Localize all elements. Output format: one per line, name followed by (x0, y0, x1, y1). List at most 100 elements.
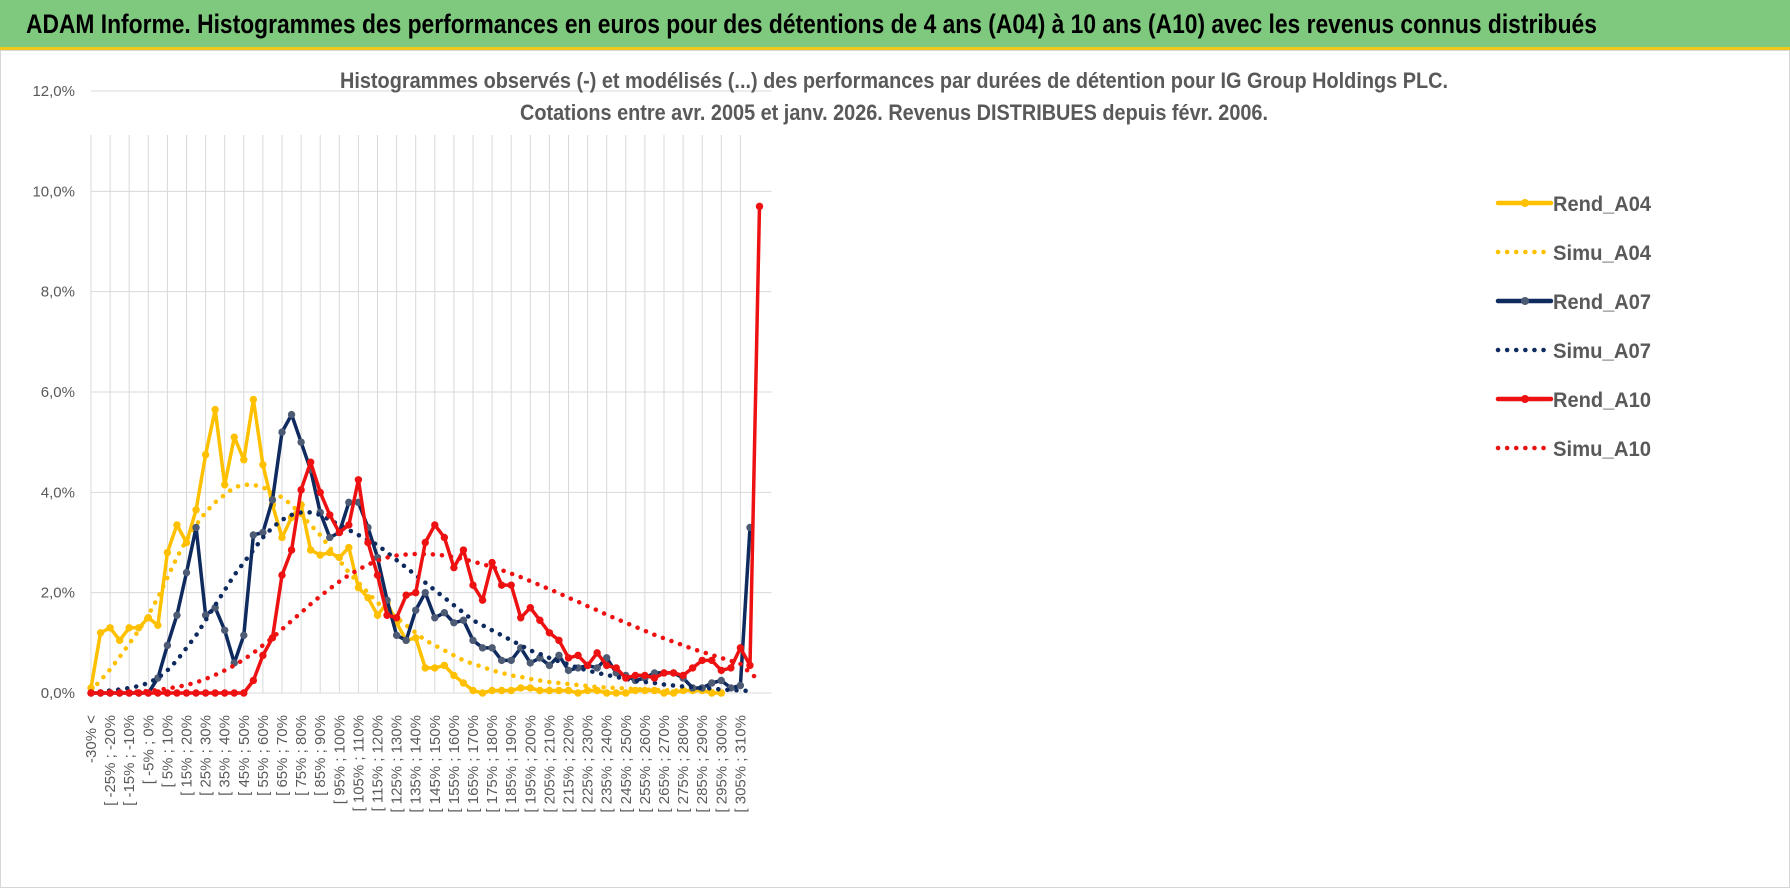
data-point (736, 644, 745, 652)
data-point (497, 581, 506, 589)
x-tick-label: [ 75% ; 80% (293, 715, 310, 796)
data-point (660, 669, 668, 677)
data-point (708, 656, 716, 665)
data-point (459, 546, 468, 554)
x-tick-label: [ 165% ; 170% (465, 715, 482, 813)
data-point (507, 656, 515, 665)
data-point (192, 523, 200, 532)
data-point (698, 656, 706, 665)
data-point (431, 664, 439, 672)
x-tick-label: [ 85% ; 90% (312, 715, 329, 796)
data-point (478, 689, 487, 697)
x-tick-label: -30% < (83, 715, 100, 763)
data-point (526, 604, 534, 612)
legend-marker (1521, 297, 1529, 305)
series-layer (87, 202, 764, 697)
data-point (173, 521, 181, 529)
data-point (354, 476, 363, 484)
data-point (249, 395, 258, 404)
data-point (564, 666, 573, 675)
data-point (536, 686, 544, 695)
data-point (431, 521, 439, 529)
data-point (469, 581, 477, 589)
data-point (240, 689, 248, 697)
y-tick-label: 12,0% (32, 83, 75, 100)
legend-item-Simu_A04: Simu_A04 (1495, 242, 1651, 265)
x-tick-label: [ 95% ; 100% (331, 715, 348, 804)
x-tick-label: [ 265% ; 270% (656, 715, 673, 813)
data-point (631, 686, 640, 695)
report-banner: ADAM Informe. Histogrammes des performan… (0, 0, 1790, 50)
x-tick-label: [ 245% ; 250% (618, 715, 635, 813)
x-tick-label: [ 285% ; 290% (694, 715, 711, 813)
data-point (526, 659, 534, 667)
chart-frame: Histogrammes observés (-) et modélisés (… (0, 50, 1790, 888)
data-point (297, 438, 305, 446)
data-point (173, 611, 181, 619)
data-point (335, 528, 343, 537)
data-point (545, 686, 554, 695)
legend-item-Simu_A10: Simu_A10 (1495, 438, 1651, 461)
data-point (641, 686, 649, 695)
y-tick-label: 2,0% (41, 585, 75, 602)
data-point (345, 543, 353, 552)
y-tick-label: 6,0% (41, 384, 75, 401)
data-point (517, 614, 525, 622)
data-point (316, 488, 324, 497)
data-point (278, 428, 286, 436)
data-point (583, 661, 592, 670)
performance-histogram-chart: Histogrammes observés (-) et modélisés (… (32, 68, 1651, 813)
data-point (736, 681, 745, 690)
data-point (154, 621, 162, 629)
data-point (192, 506, 200, 514)
data-point (345, 521, 353, 529)
legend-item-Rend_A04: Rend_A04 (1495, 193, 1651, 216)
legend-label: Rend_A07 (1553, 291, 1651, 314)
series-line-Simu_A07 (88, 510, 753, 695)
data-point (115, 636, 124, 645)
x-tick-label: [ -15% ; -10% (121, 715, 138, 806)
legend-marker (1521, 199, 1529, 207)
data-point (364, 593, 372, 602)
x-tick-label: [ 275% ; 280% (675, 715, 692, 813)
data-point (440, 533, 449, 542)
data-point (306, 458, 315, 466)
data-point (230, 689, 238, 697)
legend-item-Simu_A07: Simu_A07 (1495, 340, 1651, 363)
x-tick-label: [ -5% ; 0% (140, 715, 157, 784)
data-point (669, 669, 678, 677)
legend-label: Simu_A04 (1553, 242, 1651, 265)
y-axis: 0,0% 2,0% 4,0% 6,0% 8,0% 10,0% 12,0% (32, 83, 75, 702)
x-tick-label: [ 225% ; 230% (580, 715, 597, 813)
data-point (450, 563, 458, 572)
data-point (488, 686, 496, 695)
data-point (412, 634, 420, 642)
x-tick-label: [ 185% ; 190% (503, 715, 520, 813)
data-point (259, 651, 267, 660)
data-point (440, 661, 449, 670)
data-point (593, 649, 601, 657)
data-point (679, 671, 687, 680)
data-point (497, 656, 506, 665)
x-axis: -30% <[ -25% ; -20%[ -15% ; -10%[ -5% ; … (83, 715, 749, 813)
x-tick-label: [ 255% ; 260% (637, 715, 654, 813)
data-point (421, 664, 429, 672)
data-point (201, 451, 210, 459)
data-point (450, 671, 458, 680)
data-point (201, 689, 210, 697)
data-point (230, 433, 238, 441)
data-point (526, 684, 534, 692)
data-point (746, 661, 754, 670)
legend-label: Simu_A10 (1553, 438, 1651, 461)
data-point (612, 664, 620, 672)
x-tick-label: [ -25% ; -20% (102, 715, 119, 806)
data-point (163, 689, 172, 697)
data-point (412, 606, 420, 614)
data-point (106, 624, 114, 632)
data-point (555, 651, 563, 660)
data-point (163, 641, 172, 650)
report-title: ADAM Informe. Histogrammes des performan… (26, 9, 1597, 39)
data-point (603, 689, 611, 697)
data-point (507, 581, 515, 589)
y-tick-label: 0,0% (41, 685, 75, 702)
